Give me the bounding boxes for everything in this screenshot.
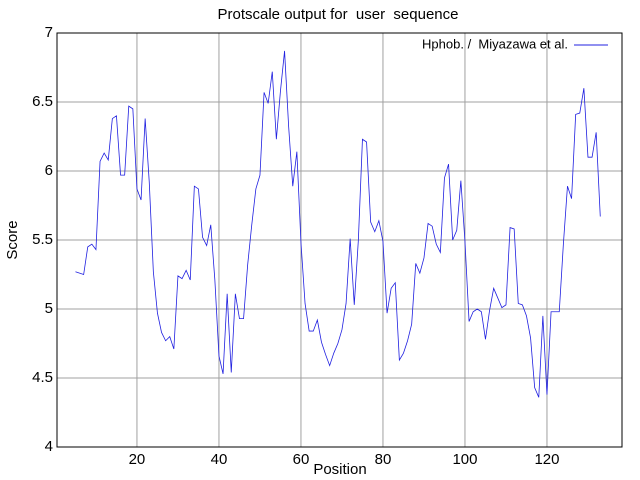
y-axis-label: Score	[4, 220, 21, 259]
chart-title: Protscale output for user sequence	[218, 6, 459, 23]
x-axis-label: Position	[313, 461, 366, 478]
x-tick-label: 80	[375, 451, 392, 468]
x-tick-label: 40	[211, 451, 228, 468]
x-tick-label: 20	[129, 451, 146, 468]
y-tick-label: 5.5	[32, 231, 53, 248]
y-tick-label: 4	[45, 438, 53, 455]
x-tick-label: 120	[534, 451, 559, 468]
y-tick-label: 7	[45, 24, 53, 41]
x-tick-label: 60	[293, 451, 310, 468]
x-tick-label: 100	[452, 451, 477, 468]
y-tick-label: 6.5	[32, 93, 53, 110]
y-tick-label: 4.5	[32, 369, 53, 386]
legend-label: Hphob. / Miyazawa et al.	[422, 36, 568, 51]
y-tick-label: 6	[45, 162, 53, 179]
y-tick-label: 5	[45, 300, 53, 317]
data-line	[75, 50, 601, 398]
plot-frame	[56, 32, 623, 448]
